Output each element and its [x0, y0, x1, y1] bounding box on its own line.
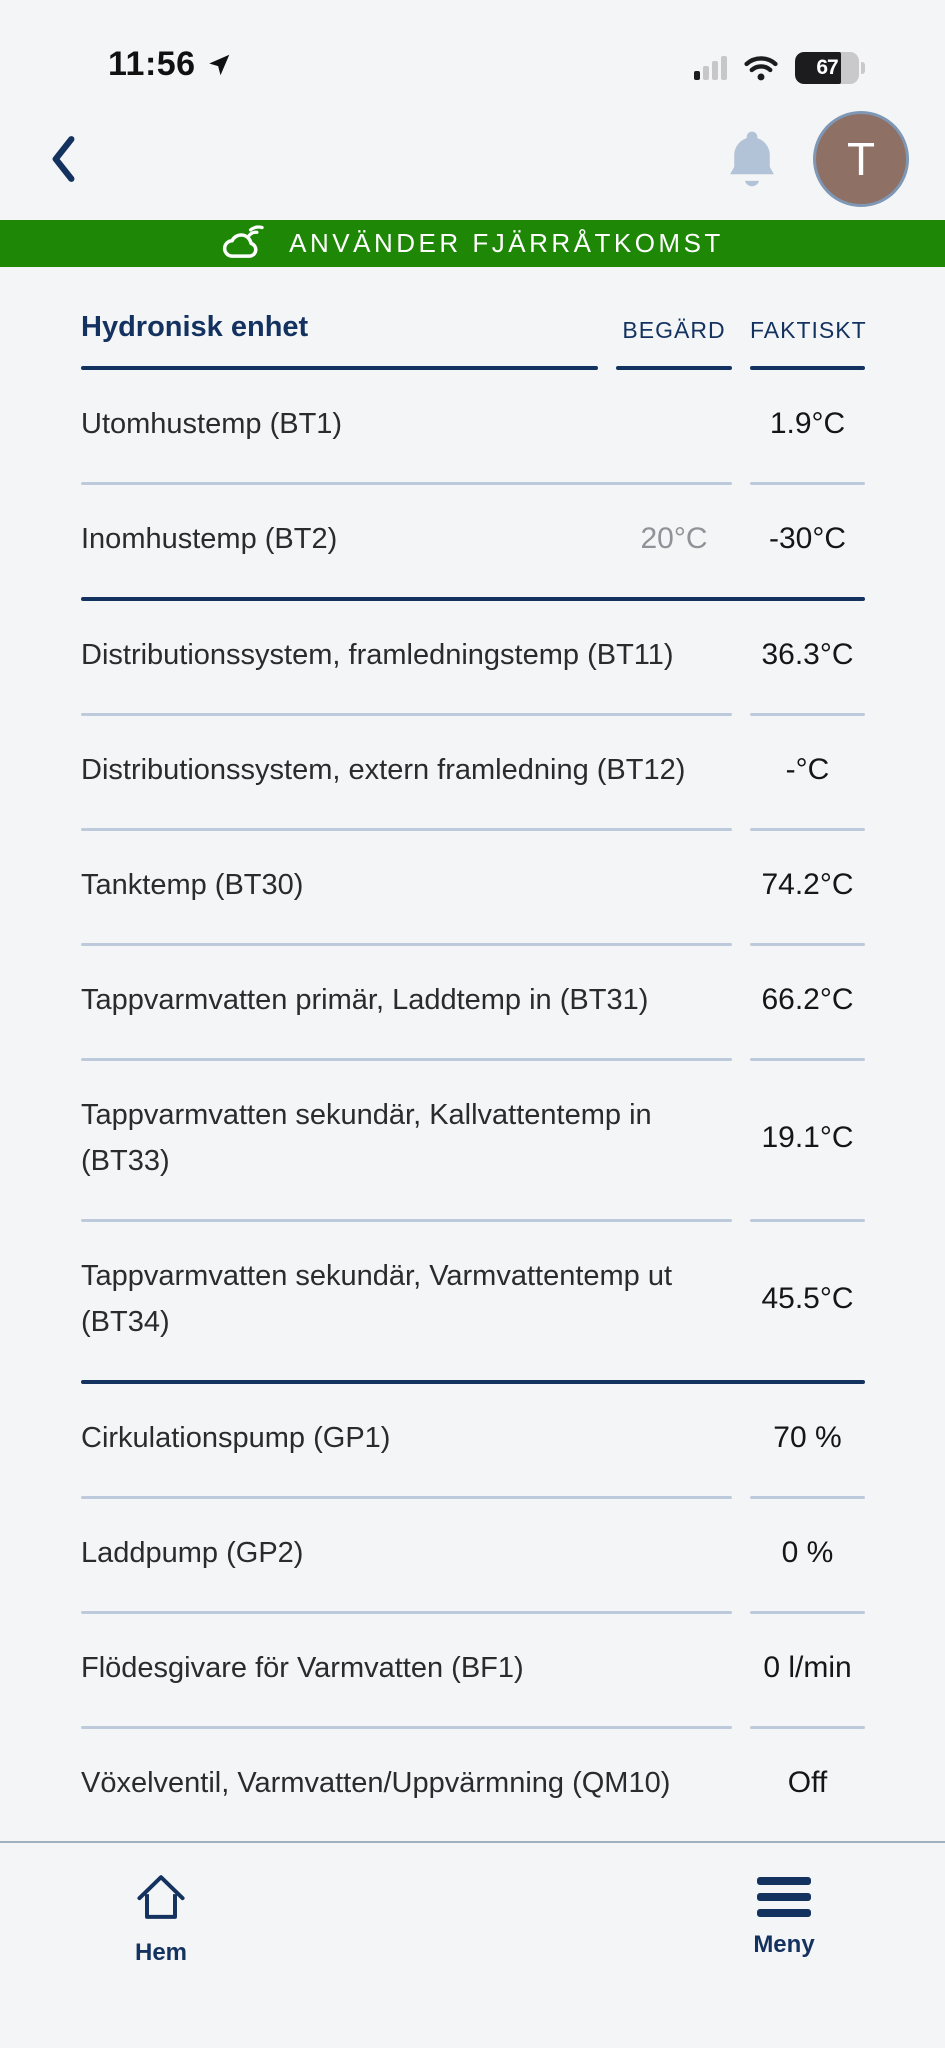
row-actual-value: 0 l/min	[763, 1651, 852, 1684]
table-row: Tappvarmvatten sekundär, Kallvattentemp …	[81, 1061, 865, 1184]
battery-percent: 67	[816, 56, 838, 79]
tab-home-label: Hem	[134, 1939, 188, 1966]
row-label: Laddpump (GP2)	[81, 1537, 304, 1569]
status-right: 67	[694, 52, 865, 84]
row-requested-value[interactable]: 20°C	[640, 522, 708, 555]
cellular-signal-icon	[694, 56, 727, 80]
table-row: Flödesgivare för Varmvatten (BF1) 0 l/mi…	[81, 1614, 865, 1691]
row-actual-value: Off	[787, 1766, 828, 1799]
row-label: Inomhustemp (BT2)	[81, 523, 338, 555]
wifi-icon	[744, 56, 778, 81]
row-actual-value: 70 %	[773, 1421, 842, 1454]
row-label: Cirkulationspump (GP1)	[81, 1422, 391, 1454]
row-label: Tappvarmvatten sekundär, Varmvattentemp …	[81, 1260, 673, 1338]
row-divider	[81, 1611, 865, 1614]
row-divider	[81, 1058, 865, 1061]
table-row: Inomhustemp (BT2) 20°C -30°C	[81, 485, 865, 562]
table-row: Utomhustemp (BT1) 1.9°C	[81, 370, 865, 447]
row-divider	[81, 1726, 865, 1729]
row-label: Flödesgivare för Varmvatten (BF1)	[81, 1652, 524, 1684]
table-row: Distributionssystem, extern framledning …	[81, 716, 865, 793]
home-icon	[137, 1875, 185, 1919]
row-label: Vöxelventil, Varmvatten/Uppvärmning (QM1…	[81, 1767, 671, 1799]
row-divider	[81, 482, 865, 485]
avatar[interactable]: T	[813, 111, 909, 207]
banner-text: ANVÄNDER FJÄRRÅTKOMST	[289, 228, 724, 258]
row-actual-value: 36.3°C	[761, 638, 854, 671]
row-label: Tappvarmvatten primär, Laddtemp in (BT31…	[81, 984, 649, 1016]
row-label: Tappvarmvatten sekundär, Kallvattentemp …	[81, 1099, 652, 1177]
row-divider	[81, 943, 865, 946]
row-label: Utomhustemp (BT1)	[81, 408, 343, 440]
col-actual: FAKTISKT	[750, 317, 867, 343]
cloud-signal-icon	[223, 225, 264, 258]
row-actual-value: -30°C	[768, 522, 847, 555]
row-actual-value: 45.5°C	[761, 1282, 854, 1315]
row-divider	[81, 713, 865, 716]
tab-menu-label: Meny	[753, 1931, 815, 1958]
table-row: Tappvarmvatten primär, Laddtemp in (BT31…	[81, 946, 865, 1023]
back-button[interactable]	[48, 129, 88, 189]
clock: 11:56	[108, 45, 196, 83]
table-title: Hydronisk enhet	[81, 311, 309, 343]
row-label: Tanktemp (BT30)	[81, 869, 304, 901]
nav-bar: T	[0, 98, 945, 220]
hydronic-table: Hydronisk enhet BEGÄRD FAKTISKT Utomhust…	[0, 267, 945, 1806]
tab-home[interactable]: Hem	[96, 1869, 226, 2048]
battery-icon: 67	[795, 52, 865, 84]
menu-icon	[757, 1869, 811, 1917]
row-divider	[81, 828, 865, 831]
status-left: 11:56	[108, 45, 232, 84]
location-arrow-icon	[208, 54, 229, 75]
col-requested: BEGÄRD	[622, 317, 726, 343]
row-divider	[81, 1496, 865, 1499]
tab-bar: Hem Meny	[0, 1841, 945, 2048]
row-label: Distributionssystem, extern framledning …	[81, 754, 686, 786]
row-divider	[81, 597, 865, 601]
status-bar: 11:56 67	[0, 0, 945, 98]
table-row: Vöxelventil, Varmvatten/Uppvärmning (QM1…	[81, 1729, 865, 1806]
row-divider	[81, 1380, 865, 1384]
notifications-button[interactable]	[721, 126, 783, 192]
table-row: Tanktemp (BT30) 74.2°C	[81, 831, 865, 908]
row-actual-value: 66.2°C	[761, 983, 854, 1016]
row-actual-value: 0 %	[781, 1536, 834, 1569]
row-label: Distributionssystem, framledningstemp (B…	[81, 639, 674, 671]
table-row: Tappvarmvatten sekundär, Varmvattentemp …	[81, 1222, 865, 1345]
row-actual-value: 19.1°C	[761, 1121, 854, 1154]
row-actual-value: 74.2°C	[761, 868, 854, 901]
table-row: Laddpump (GP2) 0 %	[81, 1499, 865, 1576]
table-row: Cirkulationspump (GP1) 70 %	[81, 1384, 865, 1461]
bell-icon	[730, 131, 774, 187]
tab-menu[interactable]: Meny	[719, 1869, 849, 2048]
row-divider	[81, 1219, 865, 1222]
row-actual-value: -°C	[785, 753, 830, 786]
row-actual-value: 1.9°C	[769, 407, 846, 440]
chevron-left-icon	[52, 136, 75, 182]
table-header: Hydronisk enhet BEGÄRD FAKTISKT	[81, 267, 867, 344]
avatar-initial: T	[846, 133, 876, 185]
table-row: Distributionssystem, framledningstemp (B…	[81, 601, 865, 678]
remote-access-banner: ANVÄNDER FJÄRRÅTKOMST	[0, 220, 945, 267]
header-underline	[81, 366, 865, 370]
